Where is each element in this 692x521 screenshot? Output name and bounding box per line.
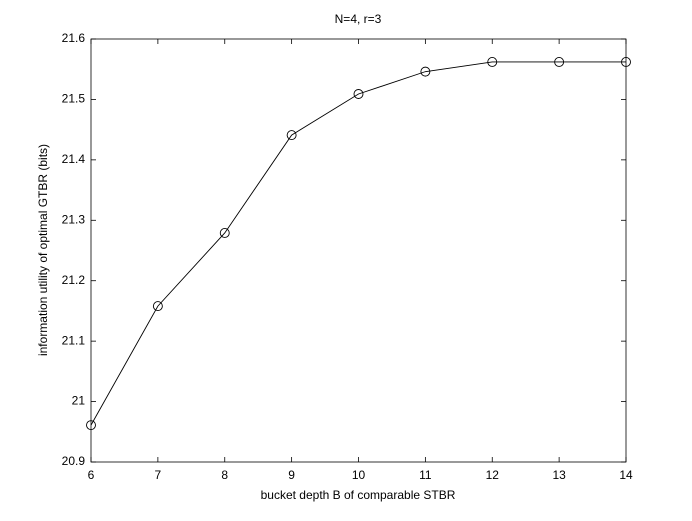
y-axis-label: information utility of optimal GTBR (bit… xyxy=(36,144,50,356)
x-tick-label: 13 xyxy=(552,468,566,482)
y-tick-label: 21.3 xyxy=(62,212,86,226)
data-point xyxy=(621,57,631,67)
data-point xyxy=(286,130,297,141)
data-point xyxy=(86,420,96,431)
data-point xyxy=(554,57,565,67)
x-tick-label: 11 xyxy=(419,468,432,482)
x-tick-label: 10 xyxy=(352,468,366,482)
y-tick-label: 21.2 xyxy=(62,273,86,287)
y-tick-label: 21 xyxy=(72,394,86,408)
x-tick-label: 6 xyxy=(88,468,95,482)
x-axis-label: bucket depth B of comparable STBR xyxy=(261,488,456,502)
y-tick-label: 21.5 xyxy=(62,92,86,106)
x-tick-label: 9 xyxy=(288,468,295,482)
y-tick-label: 21.6 xyxy=(62,31,86,45)
data-point xyxy=(420,66,431,77)
x-tick-label: 12 xyxy=(486,468,500,482)
data-point xyxy=(219,228,230,238)
y-tick-label: 21.1 xyxy=(62,333,86,347)
data-point xyxy=(487,57,498,67)
x-tick-label: 8 xyxy=(221,468,228,482)
data-point xyxy=(152,301,163,312)
x-tick-label: 7 xyxy=(155,468,162,482)
series-line xyxy=(90,61,626,426)
chart-title: N=4, r=3 xyxy=(335,12,382,26)
data-point xyxy=(353,89,364,99)
y-tick-label: 20.9 xyxy=(62,454,86,468)
x-tick-label: 14 xyxy=(619,468,633,482)
plot-area xyxy=(90,38,627,463)
y-tick-label: 21.4 xyxy=(62,152,86,166)
